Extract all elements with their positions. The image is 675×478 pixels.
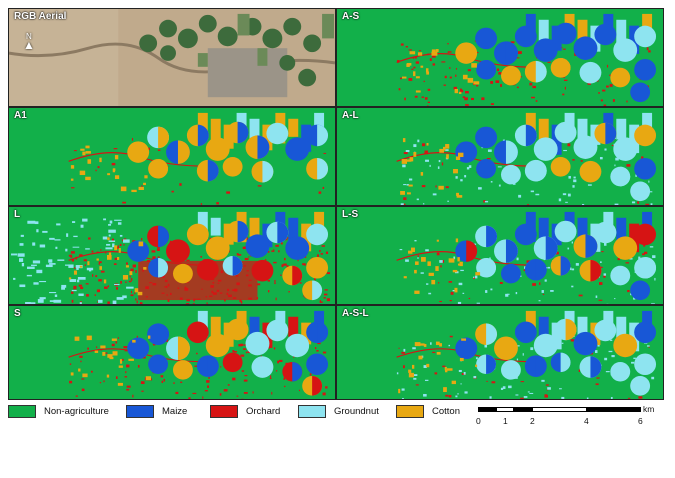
legend-item-non-agriculture: Non-agriculture xyxy=(8,404,109,418)
panel-a-l: A-L xyxy=(336,107,664,206)
classification-map xyxy=(337,9,663,106)
legend-swatch xyxy=(210,404,238,418)
north-arrow: N ▲ xyxy=(23,32,35,52)
north-label: N xyxy=(26,32,32,41)
panel-label: A-S xyxy=(342,11,360,22)
panel-label: RGB Aerial xyxy=(14,11,67,22)
scale-tick: 4 xyxy=(584,416,589,426)
legend-item-orchard: Orchard xyxy=(210,404,280,418)
classification-map xyxy=(9,306,335,399)
north-arrow-icon: ▲ xyxy=(23,38,35,52)
panel-label: A1 xyxy=(14,110,27,121)
panel-label: S xyxy=(14,308,21,319)
legend-label: Groundnut xyxy=(334,405,379,417)
scale-bar: km 0 1 2 4 6 xyxy=(476,404,668,428)
scale-segment xyxy=(478,407,496,412)
scale-unit: km xyxy=(643,404,655,414)
panel-l-s: L-S xyxy=(336,206,664,305)
scale-tick: 0 xyxy=(476,416,481,426)
panel-a-s-l: A-S-L xyxy=(336,305,664,400)
legend-item-groundnut: Groundnut xyxy=(298,404,379,418)
legend-label: Orchard xyxy=(246,405,281,417)
classification-map xyxy=(337,108,663,205)
classification-map xyxy=(9,108,335,205)
legend-swatch xyxy=(396,404,424,418)
panel-label: L-S xyxy=(342,209,359,220)
scale-segment xyxy=(587,407,641,412)
map-legend: Non-agriculture Maize Orchard Groundnut … xyxy=(8,404,668,428)
legend-swatch xyxy=(126,404,154,418)
panel-a1: A1 xyxy=(8,107,336,206)
classification-map xyxy=(337,306,663,399)
legend-label: Non-agriculture xyxy=(44,405,109,417)
legend-swatch xyxy=(298,404,326,418)
classification-map xyxy=(9,207,335,304)
scale-tick: 2 xyxy=(530,416,535,426)
scale-segment xyxy=(532,407,587,412)
legend-label: Maize xyxy=(162,405,188,417)
aerial-image xyxy=(9,9,335,106)
panel-label: A-S-L xyxy=(342,308,369,319)
panel-rgb-aerial: RGB Aerial N ▲ xyxy=(8,8,336,107)
panel-a-s: A-S xyxy=(336,8,664,107)
panel-label: L xyxy=(14,209,21,220)
scale-tick: 1 xyxy=(503,416,508,426)
legend-item-cotton: Cotton xyxy=(396,404,460,418)
legend-swatch xyxy=(8,404,36,418)
scale-segment xyxy=(496,407,514,412)
legend-item-maize: Maize xyxy=(126,404,187,418)
scale-tick: 6 xyxy=(638,416,643,426)
panel-label: A-L xyxy=(342,110,359,121)
classification-map xyxy=(337,207,663,304)
panel-s: S xyxy=(8,305,336,400)
scale-segment xyxy=(514,407,532,412)
panel-l: L xyxy=(8,206,336,305)
legend-label: Cotton xyxy=(432,405,460,417)
